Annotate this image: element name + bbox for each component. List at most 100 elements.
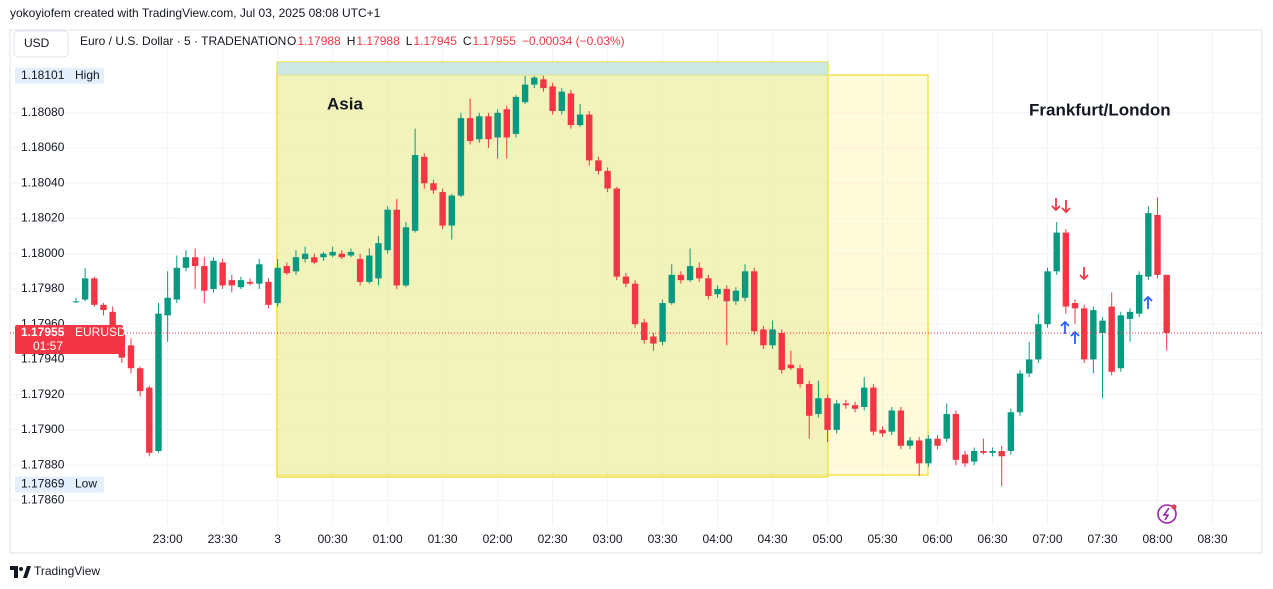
currency-label: USD <box>24 36 50 50</box>
candle-body <box>1108 306 1115 372</box>
candle-body <box>696 267 703 279</box>
candle-body <box>677 274 685 281</box>
candle-body <box>402 227 410 286</box>
buy-arrow <box>1070 330 1080 344</box>
candle-body <box>796 368 804 385</box>
candle-body <box>72 301 80 303</box>
candle-body <box>586 114 593 161</box>
candle-body <box>686 266 694 281</box>
candle-body <box>1035 324 1042 360</box>
x-tick-label: 02:30 <box>538 532 568 546</box>
candle-body <box>201 266 208 291</box>
candle-body <box>1053 232 1060 272</box>
legend-key: O <box>287 34 296 48</box>
candle-body <box>943 414 950 439</box>
x-tick-label: 08:30 <box>1197 532 1227 546</box>
y-tick-label: 1.18080 <box>21 105 65 119</box>
candle-body <box>576 114 584 126</box>
candle-body <box>265 281 272 305</box>
candle-body <box>833 403 840 430</box>
candle-body <box>127 345 135 369</box>
x-tick-label: 04:30 <box>758 532 788 546</box>
x-tick-label: 07:00 <box>1033 532 1063 546</box>
last-price-label: 1.17955 <box>21 325 65 339</box>
candle-body <box>1126 311 1134 319</box>
candle-body <box>457 118 465 196</box>
arrows <box>1051 198 1153 344</box>
candle-body <box>155 313 162 452</box>
candle-body <box>109 311 116 330</box>
candle-body <box>1163 274 1170 333</box>
y-tick-label: 1.18020 <box>21 211 65 225</box>
legend: O 1.17988 H 1.17988 L 1.17945 C 1.17955 −0.00034… <box>287 34 625 48</box>
sell-arrow <box>1051 198 1061 212</box>
candle-body <box>989 451 996 453</box>
header: yokoyiofem created with TradingView.com,… <box>10 6 381 20</box>
annotation: Asia <box>327 94 363 113</box>
candle-body <box>219 262 226 286</box>
candle-body <box>888 410 895 432</box>
candle-body <box>1016 373 1024 413</box>
candle-body <box>531 77 538 85</box>
footer-logo <box>10 566 31 578</box>
y-tick-label: 1.18040 <box>21 175 65 189</box>
candle-body <box>411 155 419 231</box>
axes: 1.18080 1.18060 1.18040 1.18020 1.18000 1.179… <box>10 67 1262 546</box>
candle-body <box>916 440 923 464</box>
x-tick-label: 03:00 <box>593 532 623 546</box>
y-tick-label: 1.17940 <box>21 352 65 366</box>
candle-body <box>897 410 905 446</box>
candle-body <box>980 451 987 453</box>
candle-body <box>173 267 181 300</box>
annotation: Frankfurt/London <box>1029 100 1171 119</box>
candle-body <box>549 86 556 112</box>
x-tick-label: 23:30 <box>208 532 238 546</box>
candle-body <box>934 438 941 446</box>
candle-body <box>466 118 474 141</box>
x-tick-label: 06:00 <box>923 532 953 546</box>
legend-value: 1.17945 <box>413 34 457 48</box>
footer-brand: TradingView <box>34 564 100 578</box>
y-tick-label: 1.17880 <box>21 457 65 471</box>
candle-body <box>851 405 859 409</box>
legend-key: C <box>463 34 472 48</box>
x-tick-label: 04:00 <box>703 532 733 546</box>
candle-body <box>1071 303 1079 309</box>
currency-button[interactable] <box>13 30 69 58</box>
candle-body <box>228 280 236 286</box>
candle-body <box>824 398 831 430</box>
logo-mark <box>23 566 31 578</box>
candle-body <box>1090 310 1097 360</box>
candle-body <box>604 170 611 189</box>
y-tick-label: 1.17980 <box>21 281 65 295</box>
candle-body <box>1007 412 1015 452</box>
legend-value: 1.17988 <box>356 34 400 48</box>
candle-body <box>1062 232 1070 307</box>
low-marker-value: 1.17869 <box>21 477 65 491</box>
candle-body <box>906 440 914 446</box>
candle-body <box>540 79 547 89</box>
x-tick-label: 01:30 <box>428 532 458 546</box>
candle-body <box>301 253 309 260</box>
candle-body <box>952 414 960 460</box>
sell-arrow <box>1061 200 1071 214</box>
candle-body <box>237 280 245 288</box>
candle-body <box>91 278 98 305</box>
candle-body <box>760 329 767 346</box>
candle-body <box>558 91 565 112</box>
legend-key: L <box>406 34 413 48</box>
candle-body <box>622 276 630 284</box>
candle-body <box>1117 315 1125 369</box>
candle-body <box>311 257 318 263</box>
candle-body <box>861 387 868 407</box>
candle-body <box>338 253 345 258</box>
y-tick-label: 1.17920 <box>21 387 65 401</box>
alert-icon[interactable] <box>1157 504 1177 524</box>
legend-key: H <box>347 34 356 48</box>
candle-body <box>1145 213 1152 277</box>
x-tick-label: 3 <box>274 532 281 546</box>
y-tick-label: 1.18000 <box>21 246 65 260</box>
last-price-symbol: EURUSD <box>75 325 126 339</box>
x-tick-label: 08:00 <box>1142 532 1172 546</box>
